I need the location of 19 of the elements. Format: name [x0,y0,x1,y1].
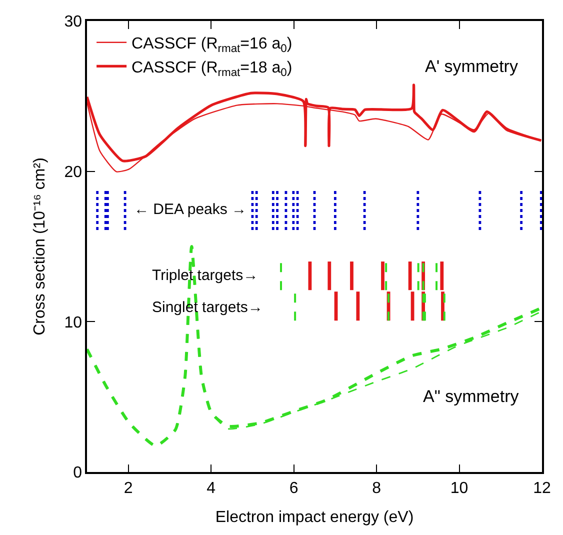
x-axis-title: Electron impact energy (eV) [215,509,414,526]
annotation: Triplet targets→ [152,267,258,284]
y-tick-label: 30 [64,14,82,31]
annotation: A" symmetry [423,387,520,406]
x-tick-label: 10 [450,480,468,497]
x-tick-label: 8 [372,480,382,497]
x-tick-label: 2 [124,480,133,497]
annotation: Singlet targets→ [152,299,263,316]
legend-label: CASSCF (R$_{rmat}$=18 a$_{0}$) [132,59,292,79]
x-tick-label: 12 [533,480,551,497]
y-tick-label: 0 [73,464,82,482]
x-tick-label: 6 [289,480,298,497]
annotation: ← DEA peaks → [134,201,247,218]
legend-label: CASSCF (R$_{rmat}$=16 a$_{0}$) [132,36,292,56]
annotation: A' symmetry [425,57,518,76]
y-tick-label: 20 [64,164,82,181]
y-axis-title: Cross section (10⁻¹⁶ cm²) [32,158,49,336]
x-tick-label: 4 [206,480,216,497]
y-tick-label: 10 [64,314,82,332]
